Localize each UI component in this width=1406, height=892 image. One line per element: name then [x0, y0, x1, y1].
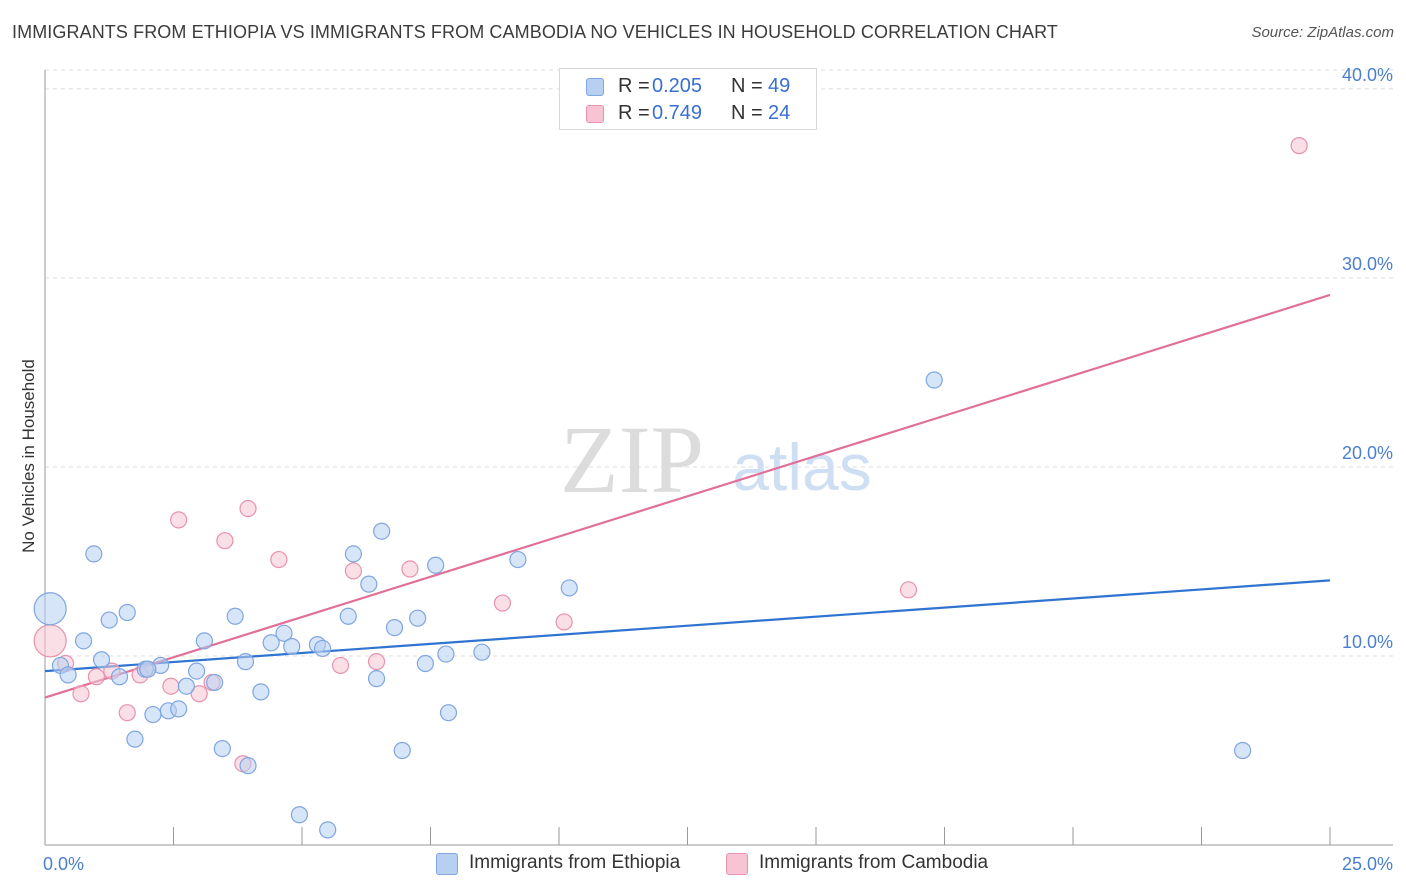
- ethiopia-swatch: [586, 78, 604, 96]
- cambodia-point: [1290, 137, 1308, 155]
- ethiopia-point: [59, 666, 77, 684]
- cambodia-point: [344, 562, 362, 580]
- ethiopia-point: [416, 654, 434, 673]
- y-tick-labels: 10.0% 20.0% 30.0% 40.0%: [1342, 65, 1393, 652]
- y-axis-label: No Vehicles in Household: [19, 359, 38, 553]
- ethiopia-point: [92, 651, 111, 669]
- ethiopia-point: [385, 619, 404, 637]
- cambodia-point: [33, 624, 67, 658]
- cambodia-point: [72, 685, 90, 703]
- ethiopia-point: [473, 643, 491, 661]
- ethiopia-point: [1234, 741, 1252, 760]
- ethiopia-point: [367, 670, 386, 688]
- ethiopia-point: [560, 579, 578, 597]
- y-tick-label: 10.0%: [1342, 632, 1393, 652]
- ethiopia-point: [170, 700, 188, 718]
- cambodia-point: [899, 581, 918, 599]
- ethiopia-point: [393, 741, 411, 760]
- y-tick-label: 20.0%: [1342, 443, 1393, 463]
- ethiopia-trend-line: [44, 579, 1331, 673]
- ethiopia-legend-swatch: [436, 853, 458, 875]
- x-tick-label: 25.0%: [1342, 854, 1393, 874]
- ethiopia-point: [239, 757, 257, 775]
- n-label: N =: [731, 75, 763, 97]
- ethiopia-point: [252, 683, 270, 701]
- ethiopia-point: [339, 607, 357, 625]
- ethiopia-point: [925, 371, 943, 389]
- cambodia-point: [401, 560, 419, 578]
- watermark-atlas: atlas: [732, 430, 871, 504]
- n-label: N =: [731, 102, 763, 124]
- axes: [44, 70, 1393, 846]
- cambodia-point: [555, 613, 573, 631]
- ethiopia-point: [360, 575, 378, 593]
- cambodia-point: [118, 704, 136, 722]
- ethiopia-point: [373, 522, 391, 540]
- ethiopia-point: [195, 632, 213, 650]
- ethiopia-point: [290, 806, 309, 824]
- x-tick-label: 0.0%: [43, 854, 84, 874]
- correlation-legend: R = 0.205 N = 49 R = 0.749 N = 24: [559, 68, 817, 130]
- ethiopia-point: [275, 624, 293, 642]
- ethiopia-point: [33, 592, 67, 626]
- cambodia-point: [270, 550, 288, 569]
- ethiopia-point: [344, 545, 362, 563]
- ethiopia-point: [437, 645, 455, 663]
- y-tick-label: 40.0%: [1342, 65, 1393, 85]
- source-label: Source: ZipAtlas.com: [1251, 24, 1394, 41]
- ethiopia-point: [262, 634, 280, 652]
- cambodia-trend-line: [44, 293, 1331, 699]
- r-label: R =: [618, 75, 650, 97]
- watermark: ZIP atlas: [560, 406, 872, 513]
- cambodia-point: [239, 499, 257, 518]
- cambodia-swatch: [586, 105, 604, 123]
- ethiopia-point: [206, 673, 224, 692]
- ethiopia-point: [427, 556, 445, 574]
- ethiopia-point: [226, 607, 244, 625]
- ethiopia-point: [85, 545, 103, 563]
- trend-lines: [44, 293, 1331, 699]
- ethiopia-point: [110, 668, 129, 686]
- cambodia-r-value: 0.749: [652, 102, 703, 124]
- cambodia-n-value: 24: [768, 102, 791, 124]
- ethiopia-point: [213, 739, 231, 758]
- cambodia-point: [190, 685, 208, 703]
- ethiopia-legend-label: Immigrants from Ethiopia: [469, 852, 681, 873]
- ethiopia-point: [177, 677, 195, 695]
- ethiopia-point: [236, 653, 255, 671]
- ethiopia-point: [319, 821, 337, 839]
- ethiopia-point: [409, 609, 427, 627]
- ethiopia-point: [509, 550, 527, 569]
- gridlines: [45, 69, 1393, 657]
- watermark-zip: ZIP: [560, 406, 704, 513]
- ethiopia-point: [313, 639, 332, 658]
- cambodia-point: [331, 656, 350, 675]
- y-tick-label: 30.0%: [1342, 254, 1393, 274]
- x-tick-labels: 0.0% 25.0%: [43, 854, 1393, 874]
- ethiopia-r-value: 0.205: [652, 75, 703, 97]
- ethiopia-point: [100, 611, 118, 629]
- ethiopia-n-value: 49: [768, 75, 791, 97]
- cambodia-point: [216, 532, 234, 550]
- cambodia-point: [170, 511, 188, 529]
- cambodia-legend-swatch: [726, 853, 748, 875]
- ethiopia-point: [118, 603, 136, 622]
- ethiopia-point: [126, 730, 144, 748]
- data-points: [33, 137, 1308, 839]
- ethiopia-point: [439, 704, 458, 722]
- cambodia-point: [162, 677, 180, 695]
- r-label: R =: [618, 102, 650, 124]
- cambodia-point: [87, 668, 106, 686]
- chart-title: IMMIGRANTS FROM ETHIOPIA VS IMMIGRANTS F…: [12, 22, 1058, 42]
- ethiopia-point: [144, 705, 162, 724]
- ethiopia-point: [283, 637, 301, 656]
- cambodia-point: [367, 653, 386, 671]
- cambodia-point: [493, 594, 512, 612]
- ethiopia-point: [139, 660, 157, 678]
- ethiopia-point: [74, 632, 93, 650]
- cambodia-legend-label: Immigrants from Cambodia: [759, 852, 989, 873]
- ethiopia-point: [188, 662, 206, 680]
